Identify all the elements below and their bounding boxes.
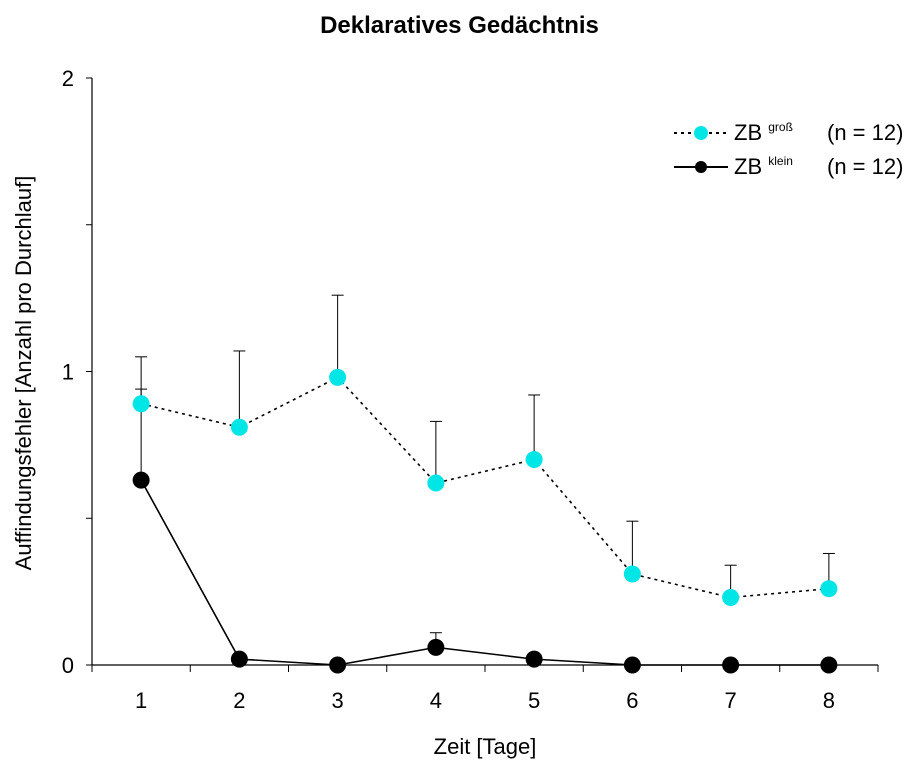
data-point-zb-gross [427,474,445,492]
data-point-zb-klein [820,656,838,674]
series-line-zb-klein [140,479,829,666]
data-point-zb-gross [132,395,150,413]
data-point-zb-gross [230,418,248,436]
data-point-zb-gross [623,565,641,583]
y-axis-label-text: Auffindungsfehler [Anzahl pro Durchlauf] [11,175,36,571]
data-point-zb-gross [722,588,740,606]
x-tick-label: 4 [430,688,442,713]
data-point-zb-klein [722,656,740,674]
y-tick-label: 1 [62,360,74,385]
data-point-zb-gross [820,580,838,598]
legend-n-zb-gross: (n = 12) [827,120,904,145]
x-tick-label: 7 [725,688,737,713]
legend-label-zb-gross: ZB groß [734,120,793,145]
y-tick-label: 0 [62,653,74,678]
x-tick-label: 1 [135,688,147,713]
x-tick-label: 5 [528,688,540,713]
legend-marker-zb-gross [674,126,728,140]
x-tick-label: 8 [823,688,835,713]
data-point-zb-gross [329,368,347,386]
x-axis-label: Zeit [Tage] [433,734,537,759]
chart-title: Deklaratives Gedächtnis [320,12,599,39]
data-point-zb-klein [132,471,150,489]
legend-label-zb-klein: ZB klein [734,154,793,179]
data-point-zb-gross [525,451,543,469]
y-tick-label: 2 [62,66,74,91]
data-point-zb-klein [525,650,543,668]
data-point-zb-klein [329,656,347,674]
x-tick-label: 3 [332,688,344,713]
legend-marker-zb-klein [674,161,728,173]
x-tick-label: 6 [626,688,638,713]
data-point-zb-klein [427,638,445,656]
data-point-zb-klein [623,656,641,674]
data-point-zb-klein [230,650,248,668]
series-line-zb-gross [140,376,829,599]
x-tick-label: 2 [233,688,245,713]
legend-n-zb-klein: (n = 12) [827,154,904,179]
